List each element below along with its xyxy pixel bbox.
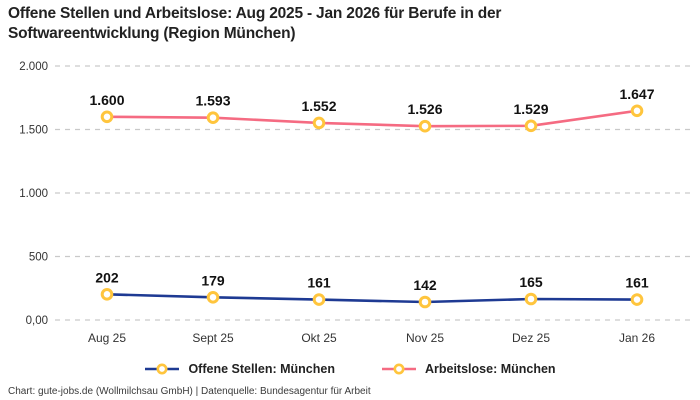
data-point-marker[interactable]	[418, 295, 432, 309]
data-point-marker[interactable]	[630, 293, 644, 306]
data-point-label: 1.552	[301, 98, 336, 114]
data-point-label: 161	[625, 275, 649, 291]
legend-swatch-offene	[145, 363, 180, 375]
series-line	[105, 292, 639, 304]
data-point-marker[interactable]	[630, 104, 644, 118]
chart-title: Offene Stellen und Arbeitslose: Aug 2025…	[8, 5, 502, 42]
line-chart: 0,00 500 1.000 1.500 2.000 Aug 25 Sept 25 Okt 2…	[19, 61, 692, 345]
x-tick-label: Dez 25	[512, 331, 550, 345]
data-point-label: 1.647	[619, 86, 654, 102]
data-point-label: 179	[201, 272, 225, 288]
data-point-marker[interactable]	[312, 293, 326, 306]
x-tick-label: Okt 25	[301, 331, 337, 345]
data-point-label: 1.529	[513, 101, 548, 117]
data-point-marker[interactable]	[206, 111, 220, 124]
legend-item-arbeitslose[interactable]: Arbeitslose: München	[381, 362, 556, 376]
data-point-label: 165	[519, 274, 543, 290]
legend-swatch-arbeitslose	[381, 363, 416, 375]
legend-item-offene-stellen[interactable]: Offene Stellen: München	[144, 362, 335, 376]
data-point-label: 202	[95, 269, 119, 285]
data-point-label: 161	[307, 275, 331, 291]
series-line	[105, 109, 639, 128]
data-point-marker[interactable]	[418, 119, 432, 133]
data-point-marker[interactable]	[206, 291, 220, 304]
y-tick-label: 1.000	[19, 188, 48, 200]
data-point-marker[interactable]	[524, 292, 538, 306]
x-tick-label: Aug 25	[88, 331, 126, 345]
chart-legend: Offene Stellen: München Arbeitslose: Mün…	[0, 357, 700, 381]
legend-label-offene: Offene Stellen: München	[188, 362, 335, 376]
x-tick-label: Sept 25	[192, 331, 234, 345]
source-attribution: Chart: gute-jobs.de (Wollmilchsau GmbH) …	[8, 386, 371, 397]
legend-label-arbeitslose: Arbeitslose: München	[424, 362, 556, 376]
data-point-label: 1.600	[89, 92, 124, 108]
x-tick-label: Nov 25	[406, 331, 444, 345]
y-tick-label: 2.000	[19, 61, 48, 73]
data-point-marker[interactable]	[100, 288, 114, 301]
data-point-label: 142	[413, 277, 437, 293]
data-point-label: 1.593	[195, 93, 230, 109]
data-point-marker[interactable]	[312, 116, 326, 130]
y-tick-label: 500	[29, 252, 48, 264]
y-tick-label: 1.500	[19, 125, 48, 137]
data-point-marker[interactable]	[100, 110, 114, 124]
data-point-marker[interactable]	[524, 119, 538, 133]
legend-marker-icon	[156, 363, 168, 375]
data-point-label: 1.526	[407, 101, 442, 117]
y-tick-label: 0,00	[26, 315, 48, 327]
legend-marker-icon	[393, 363, 405, 375]
x-tick-label: Jan 26	[619, 331, 655, 345]
